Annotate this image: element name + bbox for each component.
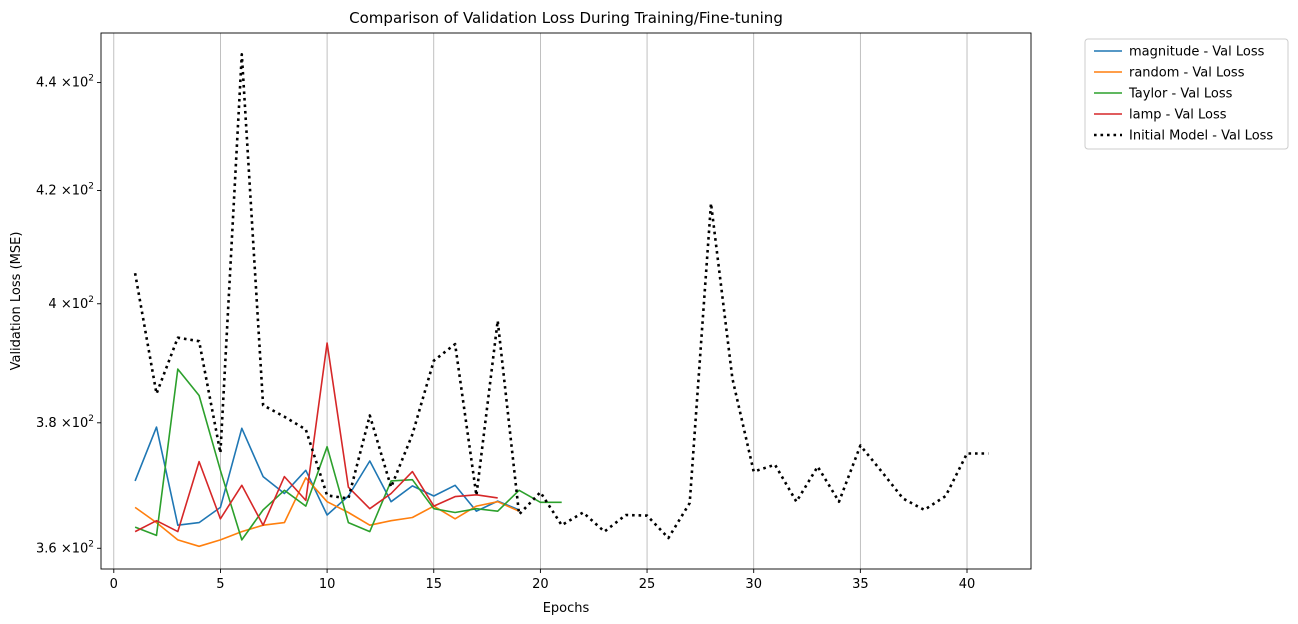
y-tick-label: 3.8 ×102 xyxy=(36,414,94,431)
chart-title: Comparison of Validation Loss During Tra… xyxy=(349,9,783,27)
legend-box xyxy=(1084,38,1289,150)
series-line-3 xyxy=(134,342,498,533)
legend-label: lamp - Val Loss xyxy=(1129,108,1227,123)
y-tick-label: 4.2 ×102 xyxy=(36,182,94,199)
y-tick-label: 3.6 ×102 xyxy=(36,539,94,556)
series-line-4 xyxy=(133,52,989,540)
x-tick-label: 40 xyxy=(959,577,976,592)
series-line-0 xyxy=(134,426,520,527)
x-tick-label: 20 xyxy=(532,577,549,592)
legend-label: Initial Model - Val Loss xyxy=(1129,129,1273,144)
x-tick-label: 30 xyxy=(745,577,762,592)
series-layer xyxy=(133,52,989,548)
plot-frame xyxy=(100,32,1032,570)
legend-label: Taylor - Val Loss xyxy=(1128,87,1233,102)
legend-label: random - Val Loss xyxy=(1129,66,1245,81)
legend: magnitude - Val Loss random - Val Loss Tay… xyxy=(1084,38,1289,150)
x-axis-label: Epochs xyxy=(543,601,590,616)
x-tick-label: 15 xyxy=(425,577,442,592)
grid-layer xyxy=(113,33,968,569)
x-tick-label: 5 xyxy=(216,577,224,592)
x-tick-label: 10 xyxy=(319,577,336,592)
y-tick-label: 4.4 ×102 xyxy=(36,74,94,91)
series-line-1 xyxy=(134,476,520,548)
legend-label: magnitude - Val Loss xyxy=(1129,45,1265,60)
x-tick-label: 35 xyxy=(852,577,869,592)
y-tick-label: 4 ×102 xyxy=(48,295,94,312)
x-tick-label: 0 xyxy=(110,577,118,592)
y-axis-label: Validation Loss (MSE) xyxy=(9,232,24,371)
x-tick-label: 25 xyxy=(639,577,656,592)
y-tick-layer: 3.6 ×102 3.8 ×102 4 ×102 4.2 ×102 4.4 ×102 xyxy=(36,74,101,556)
series-line-2 xyxy=(134,368,562,541)
x-tick-layer: 0 5 10 15 20 25 30 35 40 xyxy=(110,569,976,592)
